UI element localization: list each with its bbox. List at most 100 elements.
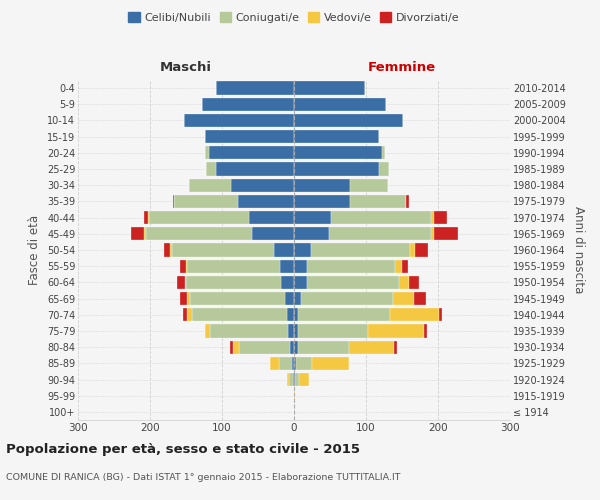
Bar [189, 178, 230, 192]
Bar [293, 373, 294, 386]
Bar [144, 227, 146, 240]
Bar [424, 324, 427, 338]
Y-axis label: Anni di nascita: Anni di nascita [572, 206, 585, 294]
Bar [434, 227, 458, 240]
Bar [349, 340, 394, 354]
Bar [294, 373, 295, 386]
Bar [399, 276, 409, 289]
Bar [379, 162, 389, 175]
Bar [289, 373, 293, 386]
Bar [187, 308, 192, 322]
Bar [179, 292, 187, 305]
Bar [382, 146, 385, 160]
Bar [439, 308, 442, 322]
Bar [413, 292, 427, 305]
Bar [294, 178, 350, 192]
Bar [298, 340, 349, 354]
Bar [294, 227, 329, 240]
Bar [180, 260, 186, 273]
Bar [296, 356, 312, 370]
Bar [294, 162, 379, 175]
Bar [187, 260, 280, 273]
Bar [206, 162, 216, 175]
Bar [216, 82, 294, 94]
Bar [178, 276, 185, 289]
Bar [295, 373, 299, 386]
Bar [410, 244, 415, 256]
Bar [294, 146, 382, 160]
Bar [190, 292, 286, 305]
Bar [307, 276, 399, 289]
Text: Maschi: Maschi [160, 60, 212, 74]
Bar [146, 227, 252, 240]
Bar [185, 276, 186, 289]
Bar [292, 356, 294, 370]
Bar [287, 373, 289, 386]
Bar [350, 195, 406, 208]
Bar [143, 211, 148, 224]
Bar [294, 260, 307, 273]
Bar [288, 324, 294, 338]
Bar [186, 276, 281, 289]
Bar [164, 244, 170, 256]
Bar [311, 244, 410, 256]
Bar [290, 340, 294, 354]
Bar [175, 195, 238, 208]
Bar [431, 211, 434, 224]
Bar [239, 340, 290, 354]
Bar [148, 211, 149, 224]
Bar [294, 195, 350, 208]
Bar [307, 260, 395, 273]
Y-axis label: Fasce di età: Fasce di età [28, 215, 41, 285]
Bar [286, 292, 294, 305]
Bar [233, 340, 239, 354]
Bar [395, 260, 402, 273]
Bar [294, 292, 301, 305]
Bar [279, 356, 292, 370]
Bar [368, 324, 424, 338]
Bar [170, 244, 172, 256]
Bar [402, 260, 409, 273]
Bar [390, 308, 439, 322]
Bar [394, 340, 397, 354]
Bar [294, 114, 403, 127]
Bar [294, 98, 386, 111]
Bar [409, 276, 419, 289]
Bar [187, 292, 190, 305]
Bar [294, 276, 307, 289]
Bar [294, 82, 365, 94]
Text: COMUNE DI RANICA (BG) - Dati ISTAT 1° gennaio 2015 - Elaborazione TUTTITALIA.IT: COMUNE DI RANICA (BG) - Dati ISTAT 1° ge… [6, 472, 401, 482]
Text: Femmine: Femmine [368, 60, 436, 74]
Bar [431, 227, 434, 240]
Bar [216, 162, 294, 175]
Bar [149, 211, 248, 224]
Bar [350, 178, 388, 192]
Bar [230, 340, 233, 354]
Bar [294, 308, 298, 322]
Bar [294, 130, 379, 143]
Bar [299, 373, 309, 386]
Bar [205, 146, 209, 160]
Bar [434, 211, 448, 224]
Bar [252, 227, 294, 240]
Bar [294, 211, 331, 224]
Bar [406, 195, 409, 208]
Bar [173, 195, 175, 208]
Bar [394, 292, 413, 305]
Bar [294, 244, 311, 256]
Legend: Celibi/Nubili, Coniugati/e, Vedovi/e, Divorziati/e: Celibi/Nubili, Coniugati/e, Vedovi/e, Di… [124, 8, 464, 28]
Bar [298, 324, 368, 338]
Bar [281, 276, 294, 289]
Bar [238, 195, 294, 208]
Bar [211, 324, 288, 338]
Bar [294, 356, 296, 370]
Bar [205, 324, 211, 338]
Bar [287, 308, 294, 322]
Bar [192, 308, 287, 322]
Bar [186, 260, 187, 273]
Bar [312, 356, 349, 370]
Bar [184, 114, 294, 127]
Bar [294, 340, 298, 354]
Bar [202, 98, 294, 111]
Bar [230, 178, 294, 192]
